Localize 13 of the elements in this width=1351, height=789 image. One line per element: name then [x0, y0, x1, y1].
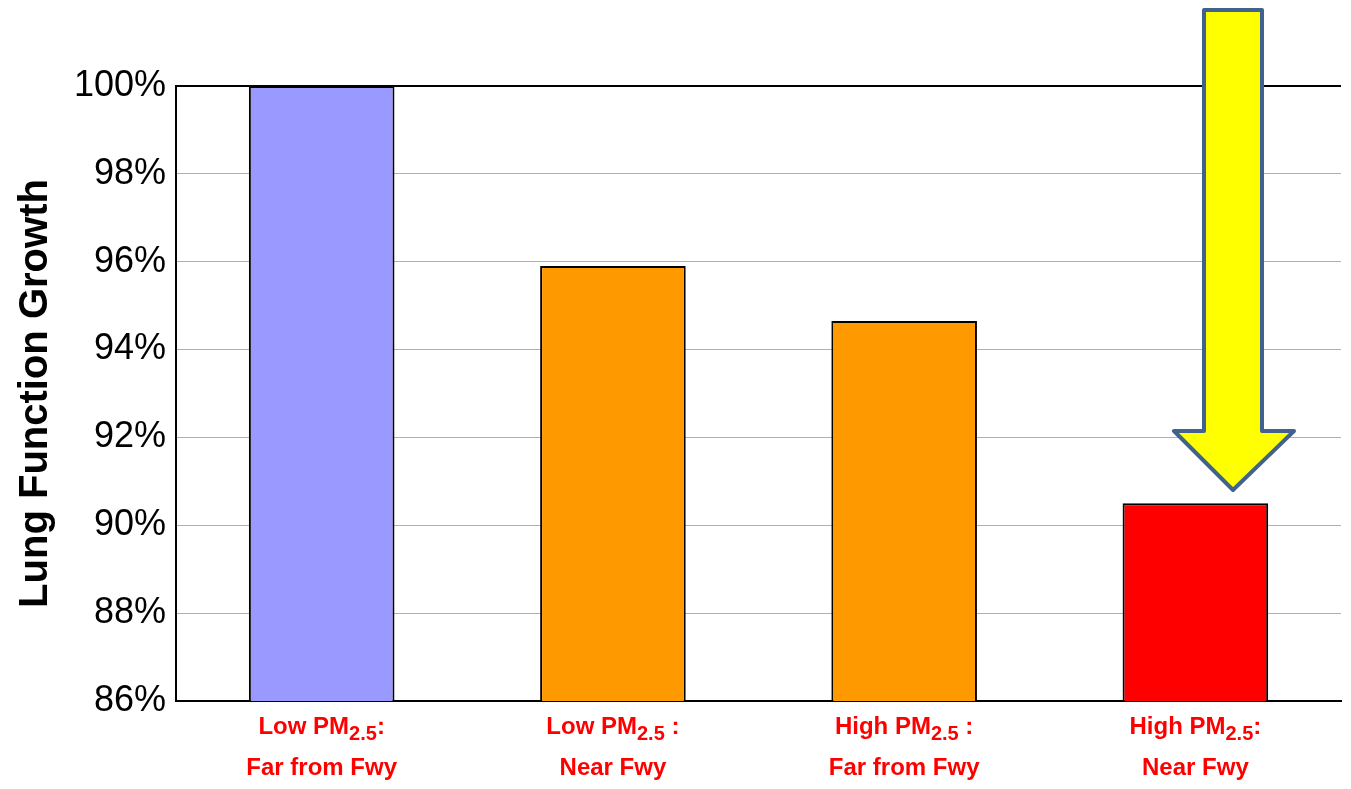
y-tick-label: 96% — [94, 238, 167, 280]
y-tick-label: 88% — [94, 590, 167, 632]
y-tick-label: 98% — [94, 150, 167, 192]
y-tick-label: 92% — [94, 414, 167, 456]
x-tick-label: Low PM$_{2.5}$: Far from Fwy — [245, 711, 399, 782]
y-axis-title: Lung Function Growth — [11, 179, 56, 608]
x-tick-label: High PM$_{2.5}$: Near Fwy — [1128, 711, 1263, 782]
x-tick-label: Low PM$_{2.5}$ : Near Fwy — [545, 711, 681, 782]
y-tick-label: 86% — [94, 677, 167, 719]
y-tick-label: 90% — [94, 502, 167, 544]
y-tick-label: 100% — [74, 62, 167, 104]
y-tick-label: 94% — [94, 326, 167, 368]
x-tick-label: High PM$_{2.5}$ : Far from Fwy — [827, 711, 981, 782]
